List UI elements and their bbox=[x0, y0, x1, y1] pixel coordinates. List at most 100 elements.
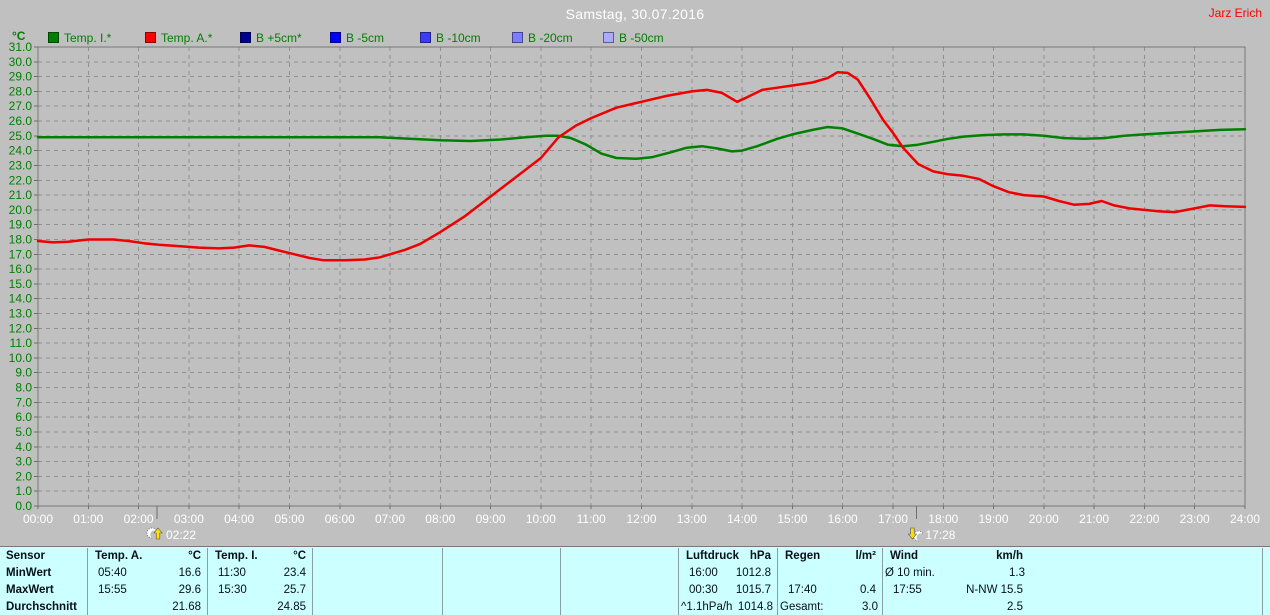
svg-text:25.0: 25.0 bbox=[9, 129, 33, 143]
moonset-marker: 17:28 bbox=[907, 506, 956, 542]
stats-cell-right: 1015.7 bbox=[735, 584, 771, 596]
legend-item-label: B -10cm bbox=[436, 31, 481, 45]
legend-item-b-10cm[interactable]: B -10cm bbox=[420, 29, 481, 45]
svg-text:13.0: 13.0 bbox=[9, 307, 33, 321]
svg-text:19:00: 19:00 bbox=[978, 512, 1008, 526]
stats-col-luftdruck: Luftdruck hPa 16:00 1012.8 00:30 1015.7 ^1.1hP… bbox=[678, 548, 777, 615]
stats-cell-left: ^1.1hPa/h bbox=[681, 601, 733, 613]
stats-cell-right: 24.85 bbox=[277, 601, 306, 613]
svg-text:12.0: 12.0 bbox=[9, 321, 33, 335]
header-bar: Samstag, 30.07.2016 Jarz Erich bbox=[0, 0, 1270, 28]
x-axis-labels: 00:00 01:00 02:00 03:00 04:00 05:00 06:00 07:00… bbox=[23, 506, 1260, 526]
svg-text:9.0: 9.0 bbox=[15, 366, 32, 380]
stats-cell-right: N-NW 15.5 bbox=[966, 584, 1023, 596]
svg-text:20:00: 20:00 bbox=[1029, 512, 1059, 526]
stats-cell-right: 23.4 bbox=[283, 567, 306, 579]
svg-text:28.0: 28.0 bbox=[9, 84, 33, 98]
svg-text:05:00: 05:00 bbox=[274, 512, 304, 526]
legend-item-label: B -20cm bbox=[528, 31, 573, 45]
chart-legend: °C Temp. I.* Temp. A.* B +5cm* B -5cm B -10c… bbox=[0, 29, 1270, 45]
legend-swatch-icon bbox=[240, 32, 251, 43]
svg-text:06:00: 06:00 bbox=[325, 512, 355, 526]
chart-surface[interactable]: 0.01.02.03.04.05.06.07.08.09.010.011.012… bbox=[0, 0, 1270, 547]
stats-cell-left: 15:30 bbox=[218, 584, 247, 596]
svg-text:03:00: 03:00 bbox=[174, 512, 204, 526]
stats-table: Sensor MinWert MaxWert Durchschnitt Temp. A.… bbox=[0, 546, 1270, 615]
svg-text:21.0: 21.0 bbox=[9, 188, 33, 202]
chart-grid bbox=[38, 47, 1245, 506]
svg-text:16.0: 16.0 bbox=[9, 262, 33, 276]
svg-text:12:00: 12:00 bbox=[626, 512, 656, 526]
legend-swatch-icon bbox=[603, 32, 614, 43]
stats-cell-left: 05:40 bbox=[98, 567, 127, 579]
svg-text:00:00: 00:00 bbox=[23, 512, 53, 526]
legend-item-b-5cm[interactable]: B +5cm* bbox=[240, 29, 302, 45]
stats-col-empty bbox=[312, 548, 442, 615]
svg-text:14.0: 14.0 bbox=[9, 292, 33, 306]
stats-cell-left: 17:40 bbox=[788, 584, 817, 596]
svg-text:18.0: 18.0 bbox=[9, 233, 33, 247]
svg-text:04:00: 04:00 bbox=[224, 512, 254, 526]
svg-text:11:00: 11:00 bbox=[577, 512, 606, 526]
stats-cell-right: 29.6 bbox=[178, 584, 201, 596]
legend-item-temp-a[interactable]: Temp. A.* bbox=[145, 29, 213, 45]
stats-row-label: MaxWert bbox=[6, 584, 54, 596]
legend-item-b-20cm[interactable]: B -20cm bbox=[512, 29, 573, 45]
stats-row-label: MinWert bbox=[6, 567, 52, 579]
svg-text:11.0: 11.0 bbox=[10, 336, 33, 350]
stats-col-temp-a: Temp. A. °C 05:40 16.6 15:55 29.6 21.68 bbox=[87, 548, 207, 615]
stats-col-empty bbox=[442, 548, 560, 615]
stats-cell-right: 3.0 bbox=[862, 601, 878, 613]
stats-col-unit: km/h bbox=[996, 550, 1023, 562]
stats-cell-left: 15:55 bbox=[98, 584, 127, 596]
svg-text:24:00: 24:00 bbox=[1230, 512, 1260, 526]
svg-text:15:00: 15:00 bbox=[777, 512, 807, 526]
legend-item-b-5cm[interactable]: B -5cm bbox=[330, 29, 385, 45]
legend-item-label: B -50cm bbox=[619, 31, 664, 45]
svg-text:16:00: 16:00 bbox=[828, 512, 858, 526]
svg-text:0.0: 0.0 bbox=[15, 499, 32, 513]
svg-text:20.0: 20.0 bbox=[9, 203, 33, 217]
stats-col-name: Luftdruck bbox=[686, 550, 740, 562]
stats-col-regen: Regen l/m² 17:40 0.4 Gesamt: 3.0 bbox=[777, 548, 882, 615]
svg-text:23:00: 23:00 bbox=[1180, 512, 1210, 526]
legend-item-label: Temp. A.* bbox=[161, 31, 213, 45]
stats-row-label: Sensor bbox=[6, 550, 45, 562]
stats-cell-right: 1012.8 bbox=[735, 567, 771, 579]
legend-item-label: B -5cm bbox=[346, 31, 385, 45]
stats-col-name: Wind bbox=[890, 550, 918, 562]
y-axis-unit-label: °C bbox=[12, 29, 26, 43]
stats-col-name: Regen bbox=[785, 550, 821, 562]
stats-col-name: Temp. A. bbox=[95, 550, 143, 562]
svg-text:26.0: 26.0 bbox=[9, 114, 33, 128]
stats-cell-right: 1014.8 bbox=[737, 601, 773, 613]
stats-cell-left: 11:30 bbox=[218, 567, 246, 579]
temp-a-line bbox=[36, 70, 1247, 262]
legend-item-label: Temp. I.* bbox=[64, 31, 112, 45]
stats-cell-right: 2.5 bbox=[1007, 601, 1023, 613]
stats-table-end-divider bbox=[1262, 548, 1263, 615]
svg-text:14:00: 14:00 bbox=[727, 512, 757, 526]
legend-item-temp-i[interactable]: Temp. I.* bbox=[48, 29, 112, 45]
moonrise-marker: 02:22 bbox=[146, 506, 196, 542]
stats-cell-left: 16:00 bbox=[689, 567, 718, 579]
stats-col-unit: °C bbox=[188, 550, 201, 562]
svg-text:29.0: 29.0 bbox=[9, 70, 33, 84]
legend-swatch-icon bbox=[48, 32, 59, 43]
svg-text:15.0: 15.0 bbox=[9, 277, 33, 291]
svg-text:31.0: 31.0 bbox=[9, 40, 33, 54]
stats-cell-right: 21.68 bbox=[172, 601, 201, 613]
svg-text:7.0: 7.0 bbox=[15, 395, 32, 409]
svg-text:13:00: 13:00 bbox=[677, 512, 707, 526]
svg-text:8.0: 8.0 bbox=[15, 381, 32, 395]
stats-cell-right: 1.3 bbox=[1009, 567, 1025, 579]
stats-col-unit: hPa bbox=[749, 550, 771, 562]
stats-cell-left: Ø 10 min. bbox=[885, 567, 935, 579]
y-axis-labels: 0.01.02.03.04.05.06.07.08.09.010.011.012… bbox=[9, 40, 38, 513]
svg-text:19.0: 19.0 bbox=[9, 218, 33, 232]
stats-cell-right: 16.6 bbox=[178, 567, 201, 579]
legend-item-b-50cm[interactable]: B -50cm bbox=[603, 29, 664, 45]
legend-swatch-icon bbox=[145, 32, 156, 43]
svg-text:30.0: 30.0 bbox=[9, 55, 33, 69]
